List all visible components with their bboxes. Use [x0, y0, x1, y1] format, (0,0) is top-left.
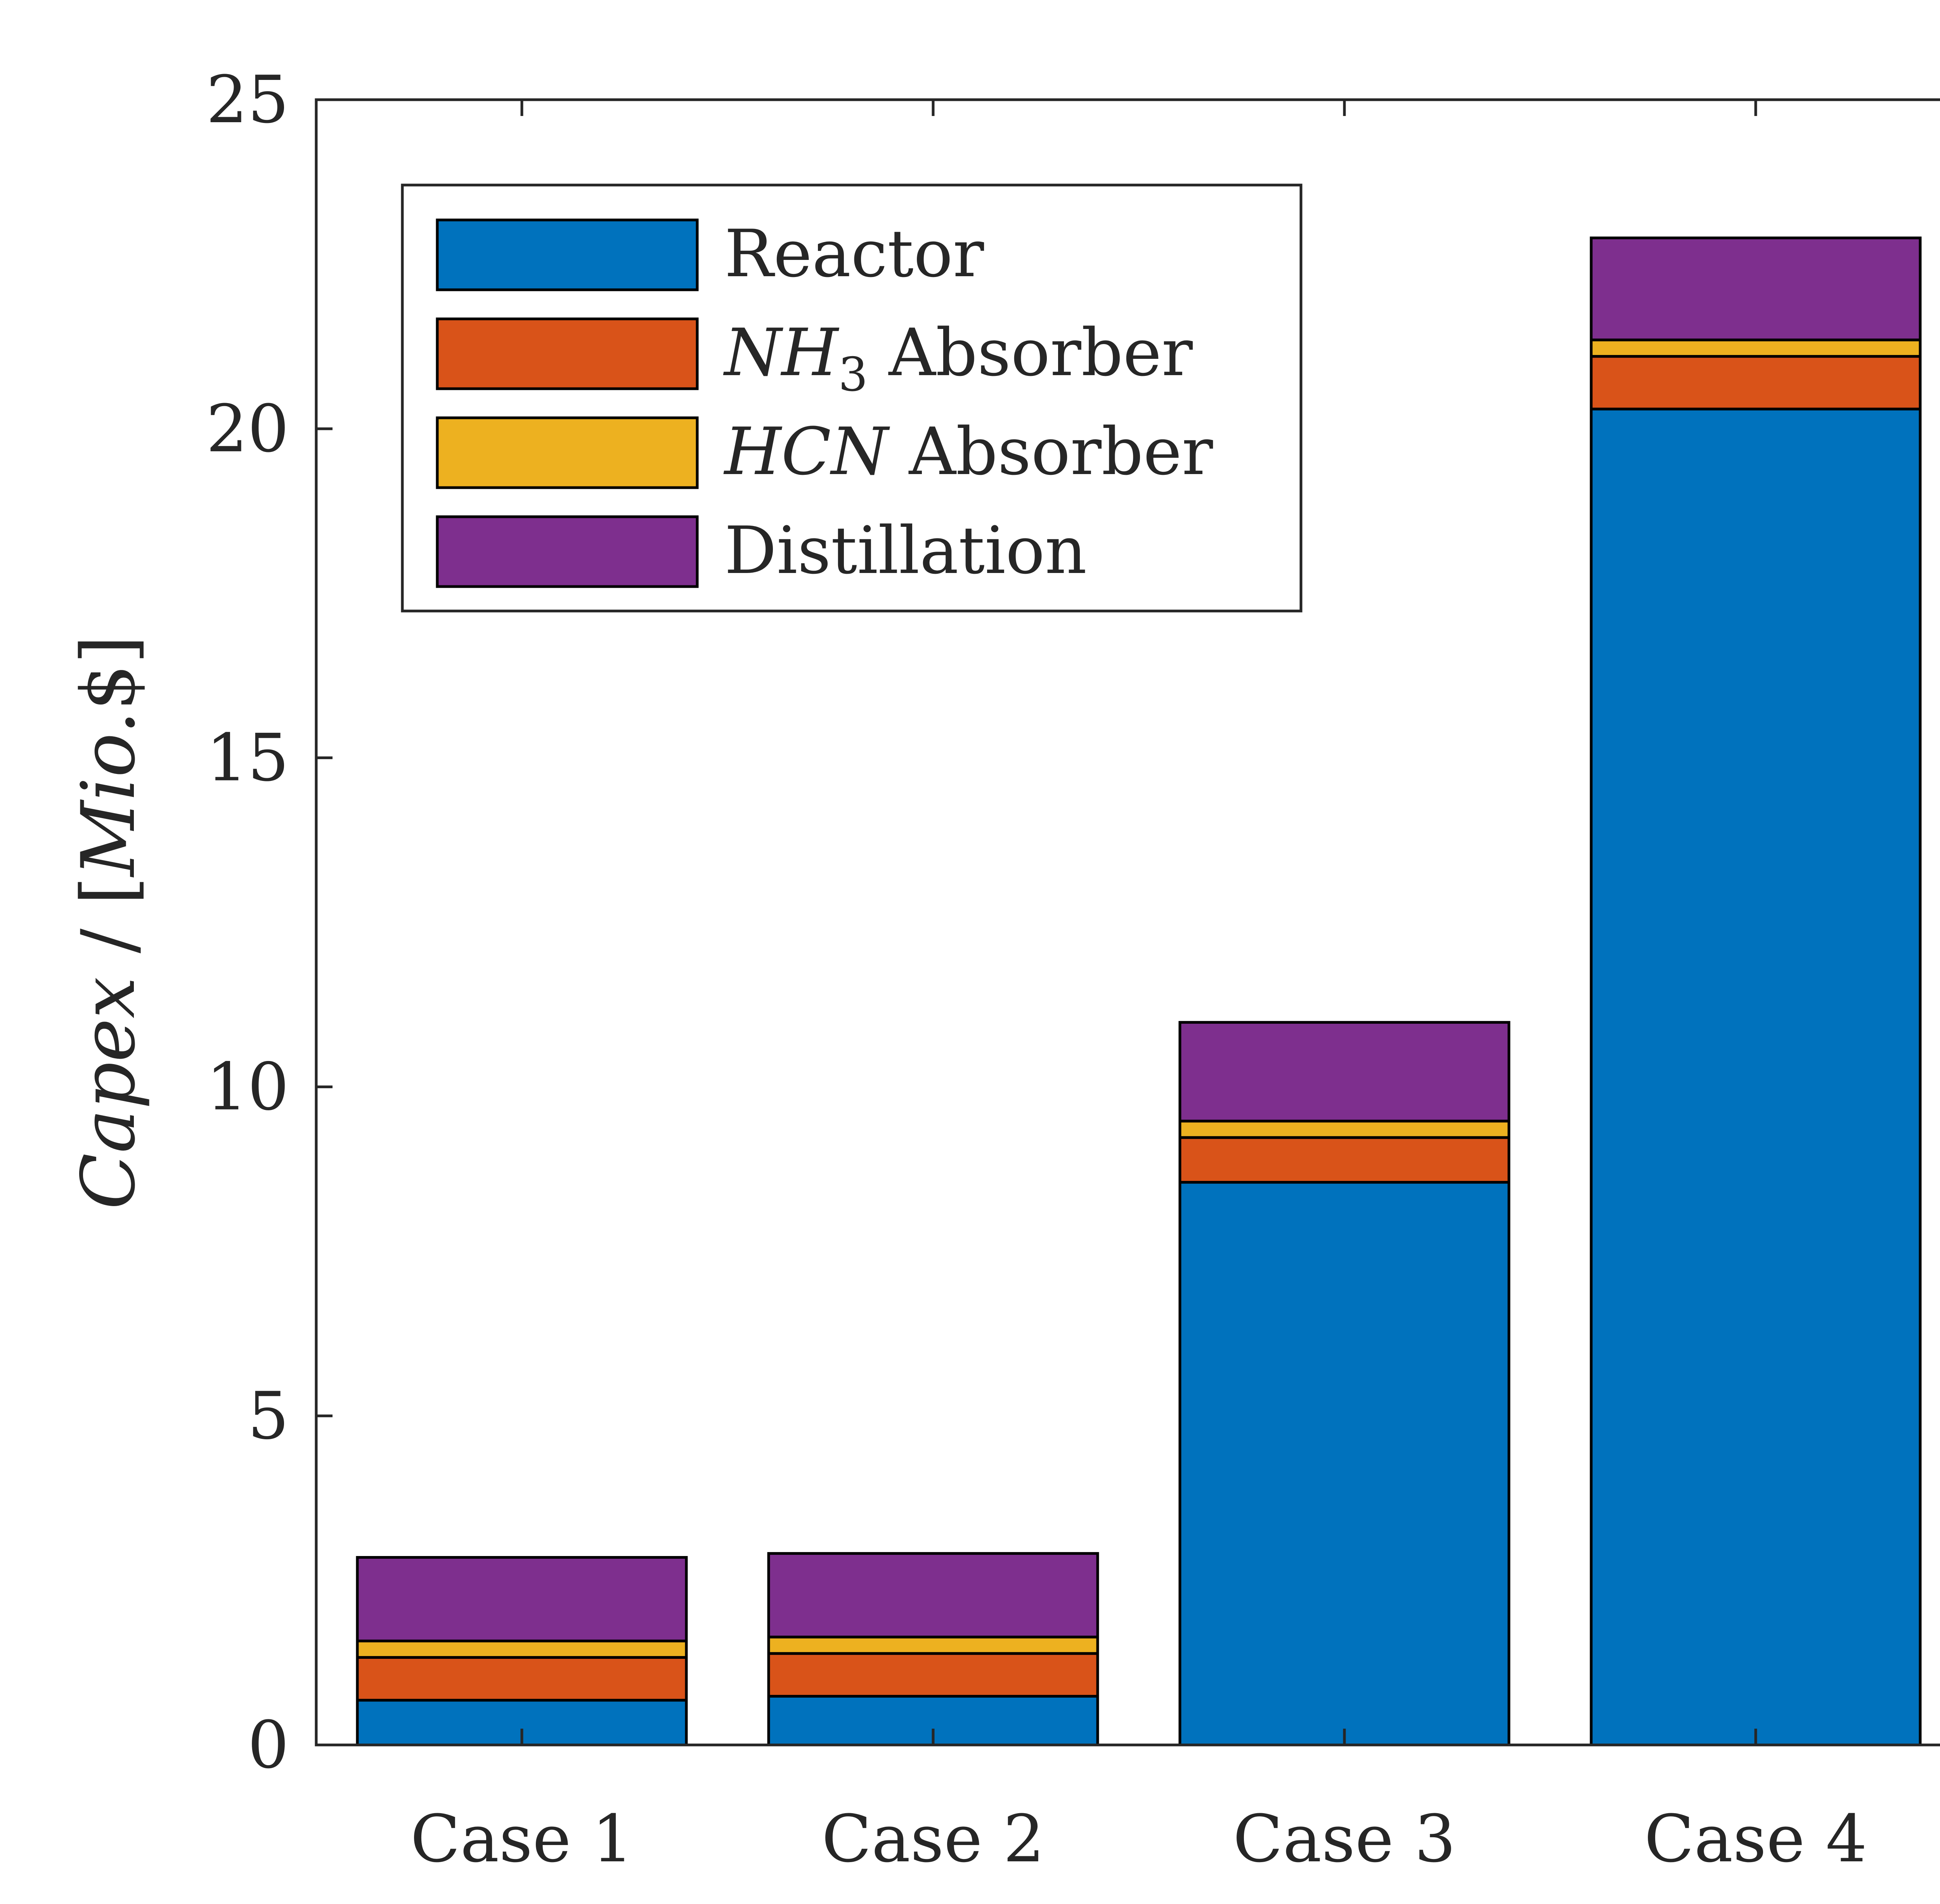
y-tick-label: 15 [206, 720, 289, 796]
bar-segment-distillation-case-3 [1178, 1021, 1510, 1123]
bar-segment-nh3-absorber-case-3 [1178, 1136, 1510, 1184]
y-axis-label: Capex / [Mio.$] [66, 635, 151, 1210]
bar-segment-nh3-absorber-case-4 [1590, 355, 1922, 410]
x-tick-label: Case 3 [1233, 1801, 1456, 1877]
bar-segment-distillation-case-2 [767, 1552, 1099, 1639]
legend-swatch [436, 515, 699, 588]
bar-segment-distillation-case-1 [356, 1556, 688, 1643]
legend-label: Reactor [724, 216, 984, 292]
bar-segment-hcn-absorber-case-3 [1178, 1120, 1510, 1139]
y-tick-label: 0 [248, 1707, 289, 1783]
legend-label: HCN Absorber [723, 414, 1213, 490]
bars-layer [356, 236, 1922, 1746]
y-tick-label: 20 [206, 391, 289, 467]
x-tick-label: Case 2 [822, 1801, 1045, 1877]
axes-box [315, 98, 1940, 1746]
legend-swatch [436, 416, 699, 489]
y-tick-label: 10 [206, 1049, 289, 1125]
legend-label: Distillation [724, 512, 1087, 589]
x-tick-label: Case 4 [1644, 1801, 1867, 1877]
bar-segment-hcn-absorber-case-4 [1590, 338, 1922, 358]
x-tick-label: Case 1 [411, 1801, 634, 1877]
y-tick-label: 5 [248, 1378, 289, 1454]
bar-segment-nh3-absorber-case-1 [356, 1656, 688, 1702]
bar-segment-hcn-absorber-case-2 [767, 1636, 1099, 1655]
bar-segment-nh3-absorber-case-2 [767, 1652, 1099, 1698]
legend-swatch [436, 218, 699, 291]
bar-segment-distillation-case-4 [1590, 236, 1922, 341]
ticks-layer: 0 5 10 15 20 25 Case 1 Case 2 Case 3 Case 4 [206, 62, 1867, 1877]
bar-segment-hcn-absorber-case-1 [356, 1639, 688, 1659]
legend-label: NH3 Absorber [723, 315, 1193, 402]
legend-swatch [436, 317, 699, 390]
bar-segment-reactor-case-3 [1178, 1181, 1510, 1746]
bar-segment-reactor-case-4 [1590, 407, 1922, 1746]
y-tick-label: 25 [206, 62, 289, 138]
legend: Reactor NH3 Absorber HCN Absorber Distillat… [401, 183, 1303, 613]
